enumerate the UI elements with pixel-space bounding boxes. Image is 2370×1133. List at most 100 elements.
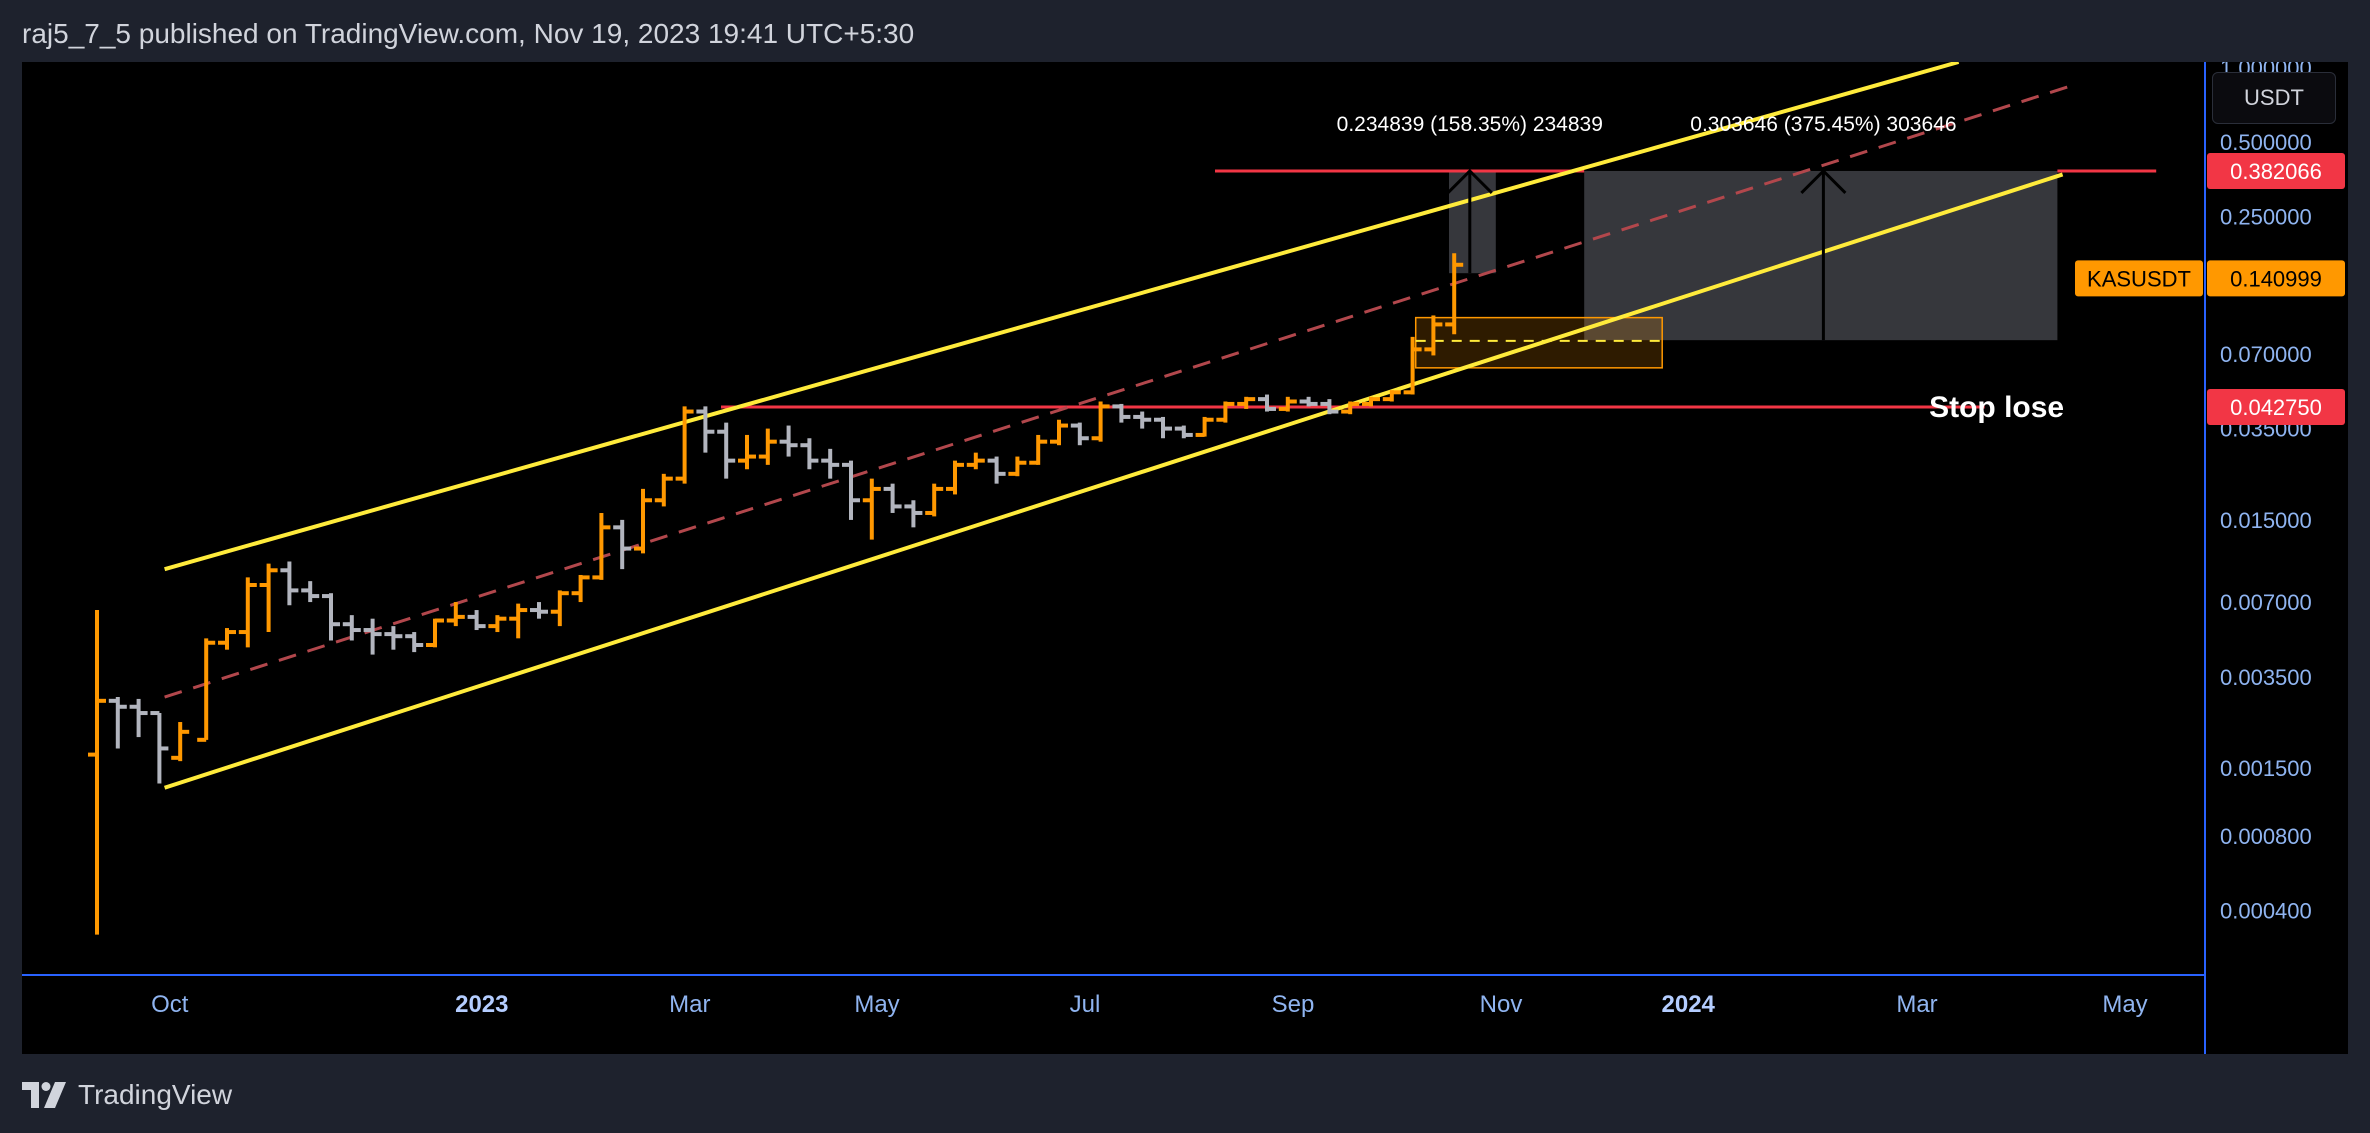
ohlc-bar-21 xyxy=(509,603,528,639)
last-price-tag-bg xyxy=(2207,260,2345,297)
ohlc-bar-37 xyxy=(842,460,860,520)
ohlc-bar-24 xyxy=(571,574,590,603)
ohlc-bar-45 xyxy=(1008,456,1027,477)
channel-mid-dashed-line xyxy=(164,82,2079,699)
ohlc-bar-61 xyxy=(1341,401,1360,415)
ohlc-bar-18 xyxy=(446,602,465,627)
plot-layer xyxy=(88,62,2157,935)
y-tick-label: 0.015000 xyxy=(2220,508,2312,533)
chart-area[interactable]: 0.234839 (158.35%) 234839 0.303646 (375.4… xyxy=(22,62,2348,1054)
ohlc-bar-53 xyxy=(1174,425,1193,439)
ohlc-bar-33 xyxy=(758,428,777,465)
ohlc-bar-46 xyxy=(1029,434,1048,465)
ohlc-bar-7 xyxy=(218,628,236,650)
ohlc-bar-10 xyxy=(280,561,299,606)
ohlc-bar-20 xyxy=(488,615,507,633)
projection-arrowhead-2 xyxy=(1800,168,1847,195)
y-tick-label: 0.003500 xyxy=(2220,665,2312,690)
ohlc-bar-22 xyxy=(530,602,548,619)
ohlc-bar-11 xyxy=(301,581,320,603)
ohlc-bar-65 xyxy=(1424,315,1443,356)
x-tick-label: Nov xyxy=(1480,991,1523,1018)
y-tick-label: 0.500000 xyxy=(2220,130,2312,155)
ohlc-bar-31 xyxy=(717,422,736,479)
ohlc-bar-3 xyxy=(129,698,148,738)
ohlc-bar-9 xyxy=(259,563,278,633)
ohlc-bar-36 xyxy=(821,448,840,479)
x-tick-label: May xyxy=(854,991,899,1018)
ohlc-bar-26 xyxy=(613,519,632,570)
ohlc-bar-59 xyxy=(1299,396,1318,407)
ohlc-bar-12 xyxy=(322,593,340,641)
ohlc-bar-60 xyxy=(1320,399,1339,415)
ohlc-bar-40 xyxy=(904,500,923,528)
ohlc-bar-43 xyxy=(966,452,985,470)
x-tick-label: Mar xyxy=(1896,991,1937,1018)
y-tick-label: 0.250000 xyxy=(2220,205,2312,230)
ohlc-bar-16 xyxy=(405,632,424,653)
measure-label-1: 0.234839 (158.35%) 234839 xyxy=(1337,113,1603,136)
ohlc-bar-23 xyxy=(550,590,569,627)
ohlc-bar-58 xyxy=(1278,396,1297,412)
x-tick-label: 2024 xyxy=(1662,991,1716,1018)
ohlc-bar-32 xyxy=(738,434,756,470)
ohlc-bar-19 xyxy=(467,610,486,631)
ohlc-bar-13 xyxy=(342,615,361,641)
ohlc-bar-48 xyxy=(1070,422,1089,446)
stop-price-tag: 0.042750 xyxy=(2230,395,2322,420)
ohlc-bar-52 xyxy=(1154,416,1172,439)
stop-loss-label: Stop lose xyxy=(1929,391,2064,424)
y-tick-label: 0.070000 xyxy=(2220,342,2312,367)
stop-price-tag-bg xyxy=(2207,389,2345,426)
y-tick-label: 0.007000 xyxy=(2220,590,2312,615)
ohlc-bar-15 xyxy=(384,626,403,650)
projection-box-2 xyxy=(1584,170,2058,341)
symbol-tag-bg xyxy=(2075,260,2203,297)
currency-button[interactable]: USDT xyxy=(2212,72,2336,124)
ohlc-bar-51 xyxy=(1133,411,1152,429)
target-price-tag: 0.382066 xyxy=(2230,159,2322,184)
x-tick-label: Mar xyxy=(669,991,710,1018)
channel-lower-line xyxy=(163,172,2064,790)
price-chart[interactable]: 0.234839 (158.35%) 234839 0.303646 (375.4… xyxy=(22,62,2348,1054)
symbol-tag: KASUSDT xyxy=(2087,266,2191,291)
ohlc-bar-63 xyxy=(1382,390,1401,402)
ohlc-bar-2 xyxy=(108,697,127,749)
ohlc-bar-14 xyxy=(363,618,382,655)
ohlc-bar-6 xyxy=(197,638,216,742)
y-tick-label: 0.000800 xyxy=(2220,824,2312,849)
ohlc-bar-34 xyxy=(779,425,798,457)
measure-label-2: 0.303646 (375.45%) 303646 xyxy=(1690,113,1956,136)
ohlc-bar-56 xyxy=(1237,396,1256,409)
channel-upper-line xyxy=(164,62,1960,572)
ohlc-bar-8 xyxy=(238,577,257,648)
target-price-tag-bg xyxy=(2207,152,2345,189)
publish-info: raj5_7_5 published on TradingView.com, N… xyxy=(22,18,915,49)
ohlc-bar-41 xyxy=(925,483,944,517)
ohlc-bar-5 xyxy=(171,722,190,762)
ohlc-bar-42 xyxy=(946,460,964,495)
x-tick-label: May xyxy=(2102,991,2147,1018)
ohlc-bar-29 xyxy=(675,406,694,484)
ohlc-bar-64 xyxy=(1403,336,1422,395)
footer-brand: TradingView xyxy=(22,1074,232,1116)
ohlc-bar-57 xyxy=(1258,394,1276,412)
ohlc-bar-54 xyxy=(1195,416,1214,437)
ohlc-bar-50 xyxy=(1112,403,1131,423)
ohlc-bar-62 xyxy=(1362,396,1380,407)
last-price-tag: 0.140999 xyxy=(2230,266,2322,291)
ohlc-bar-44 xyxy=(987,456,1006,484)
ohlc-bar-35 xyxy=(800,438,819,470)
brand-name: TradingView xyxy=(78,1079,233,1110)
x-tick-label: 2023 xyxy=(455,991,508,1018)
tradingview-logo-icon xyxy=(22,1082,66,1108)
ohlc-bar-49 xyxy=(1091,401,1110,442)
ohlc-bar-1 xyxy=(88,610,106,935)
ohlc-bar-27 xyxy=(634,488,652,554)
ohlc-bar-47 xyxy=(1050,419,1068,446)
ohlc-bar-30 xyxy=(696,406,715,453)
ohlc-bar-38 xyxy=(862,478,881,540)
x-tick-label: Oct xyxy=(151,991,189,1018)
y-tick-label: 0.001500 xyxy=(2220,756,2312,781)
ohlc-bar-28 xyxy=(654,473,673,507)
